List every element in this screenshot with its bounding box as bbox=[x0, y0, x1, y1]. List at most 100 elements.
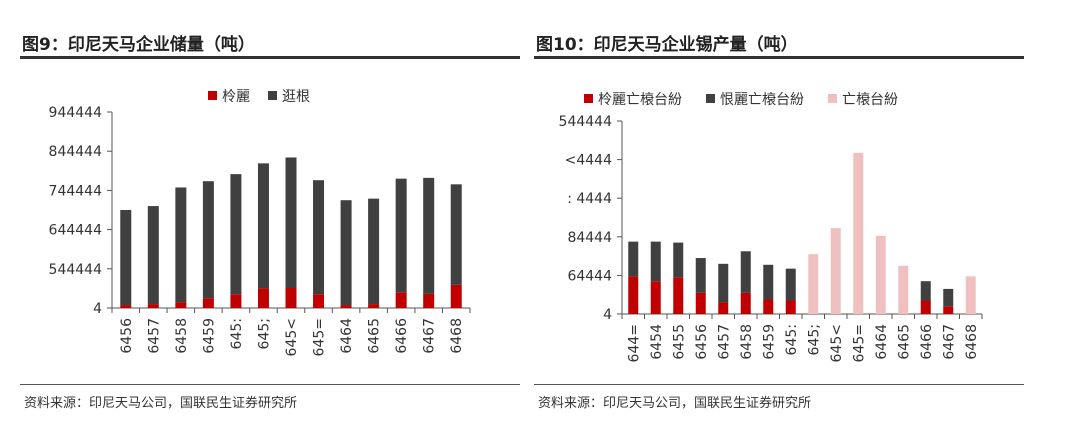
legend-swatch bbox=[268, 91, 277, 100]
x-tick-label: 645; bbox=[806, 324, 822, 355]
bar-series1 bbox=[920, 300, 931, 314]
bar-series1 bbox=[718, 302, 729, 314]
bar-series3 bbox=[808, 254, 819, 314]
bar-series1 bbox=[257, 288, 269, 308]
legend-label: 逛根 bbox=[282, 89, 310, 105]
bar-series1 bbox=[230, 294, 242, 308]
bar-series1 bbox=[202, 298, 214, 308]
bar-series3 bbox=[830, 228, 841, 314]
y-tick-label: 544444 bbox=[49, 262, 103, 278]
bar-series1 bbox=[423, 293, 435, 308]
x-tick-label: 645= bbox=[851, 324, 867, 362]
y-tick-label: 544444 bbox=[559, 114, 613, 130]
right-source-rule bbox=[534, 384, 1024, 385]
bar-series2 bbox=[120, 210, 132, 306]
bar-series2 bbox=[202, 181, 214, 299]
bar-series1 bbox=[313, 294, 325, 308]
x-tick-label: 6459 bbox=[761, 324, 777, 360]
bar-series3 bbox=[875, 235, 886, 314]
bar-series1 bbox=[340, 305, 352, 308]
bar-series2 bbox=[340, 200, 352, 306]
x-tick-label: 6467 bbox=[422, 318, 438, 354]
x-tick-label: 6458 bbox=[739, 324, 755, 360]
bar-series2 bbox=[785, 268, 796, 301]
left-chart-title: 图9：印尼天马企业储量（吨） bbox=[22, 35, 255, 55]
bar-series2 bbox=[695, 258, 706, 293]
x-tick-label: 6458 bbox=[174, 318, 190, 354]
bar-series1 bbox=[285, 288, 297, 308]
x-tick-label: 645: bbox=[784, 324, 800, 355]
y-tick-label: 844444 bbox=[49, 144, 103, 160]
bar-series1 bbox=[943, 306, 954, 314]
bar-series2 bbox=[920, 281, 931, 301]
right-source-note: 资料来源：印尼天马公司，国联民生证券研究所 bbox=[538, 396, 812, 411]
bar-series1 bbox=[395, 292, 407, 308]
bar-series2 bbox=[175, 187, 187, 303]
bar-series1 bbox=[368, 304, 380, 308]
x-tick-label: 6464 bbox=[339, 318, 355, 354]
legend-swatch bbox=[828, 94, 837, 103]
left-source-rule bbox=[20, 384, 520, 385]
bar-series2 bbox=[368, 198, 380, 305]
bar-series1 bbox=[740, 292, 751, 314]
y-tick-label: <4444 bbox=[565, 153, 612, 169]
x-tick-label: 644= bbox=[626, 324, 642, 362]
x-tick-label: 645; bbox=[256, 318, 272, 349]
bar-series2 bbox=[230, 174, 242, 295]
x-tick-label: 645: bbox=[229, 318, 245, 349]
x-tick-label: 645= bbox=[312, 318, 328, 356]
x-tick-label: 6456 bbox=[119, 318, 135, 354]
right-chart-title: 图10：印尼天马企业锡产量（吨） bbox=[536, 35, 798, 55]
bar-series1 bbox=[763, 299, 774, 314]
x-tick-label: 6454 bbox=[649, 324, 665, 360]
bar-series2 bbox=[423, 177, 435, 294]
bar-series2 bbox=[450, 184, 462, 285]
bar-series2 bbox=[257, 163, 269, 289]
bar-series1 bbox=[450, 284, 462, 308]
x-tick-label: 6459 bbox=[201, 318, 217, 354]
x-tick-label: 6466 bbox=[919, 324, 935, 360]
y-tick-label: 4 bbox=[93, 301, 102, 317]
x-tick-label: 645< bbox=[284, 318, 300, 356]
x-tick-label: 645< bbox=[829, 324, 845, 362]
x-tick-label: 6465 bbox=[367, 318, 383, 354]
legend-swatch bbox=[706, 94, 715, 103]
x-tick-label: 6465 bbox=[896, 324, 912, 360]
x-tick-label: 6456 bbox=[694, 324, 710, 360]
legend-label: 亡榱台紛 bbox=[842, 91, 898, 108]
bar-series2 bbox=[718, 263, 729, 303]
right-chart-svg: 4 64444 84444: 4444 <4444 544444 644= 6454 6455… bbox=[559, 91, 983, 362]
bar-series2 bbox=[147, 206, 159, 305]
bar-series2 bbox=[943, 288, 954, 307]
bar-series2 bbox=[673, 242, 684, 278]
bar-series3 bbox=[965, 276, 976, 314]
left-chart-svg: 4 544444 644444 744444 844444 944444 6456 6457 6… bbox=[49, 89, 471, 356]
y-tick-label: 744444 bbox=[49, 183, 103, 199]
bar-series1 bbox=[628, 276, 639, 314]
bar-series2 bbox=[628, 241, 639, 277]
legend-swatch bbox=[208, 91, 217, 100]
bar-series1 bbox=[147, 304, 159, 308]
legend-label: 恨麗亡榱台紛 bbox=[720, 91, 804, 108]
bar-series1 bbox=[650, 281, 661, 314]
y-tick-label: 644444 bbox=[49, 223, 103, 239]
right-title-rule bbox=[534, 56, 1024, 59]
bar-series2 bbox=[763, 264, 774, 300]
y-tick-label: 944444 bbox=[49, 105, 103, 121]
bar-series2 bbox=[650, 241, 661, 282]
left-title-rule bbox=[20, 56, 520, 59]
bar-series2 bbox=[740, 251, 751, 293]
left-chart-panel: 图9：印尼天马企业储量（吨） 4 544444 644444 744444 844444… bbox=[0, 0, 532, 444]
bar-series2 bbox=[313, 180, 325, 295]
x-tick-label: 6468 bbox=[449, 318, 465, 354]
x-tick-label: 6464 bbox=[874, 324, 890, 360]
legend-swatch bbox=[584, 94, 593, 103]
y-tick-label: : 4444 bbox=[567, 191, 612, 207]
bar-series1 bbox=[785, 300, 796, 314]
x-tick-label: 6466 bbox=[394, 318, 410, 354]
bar-series1 bbox=[120, 305, 132, 308]
x-tick-label: 6455 bbox=[671, 324, 687, 360]
bar-series2 bbox=[395, 178, 407, 293]
y-tick-label: 64444 bbox=[567, 268, 612, 284]
bar-series2 bbox=[285, 157, 297, 289]
